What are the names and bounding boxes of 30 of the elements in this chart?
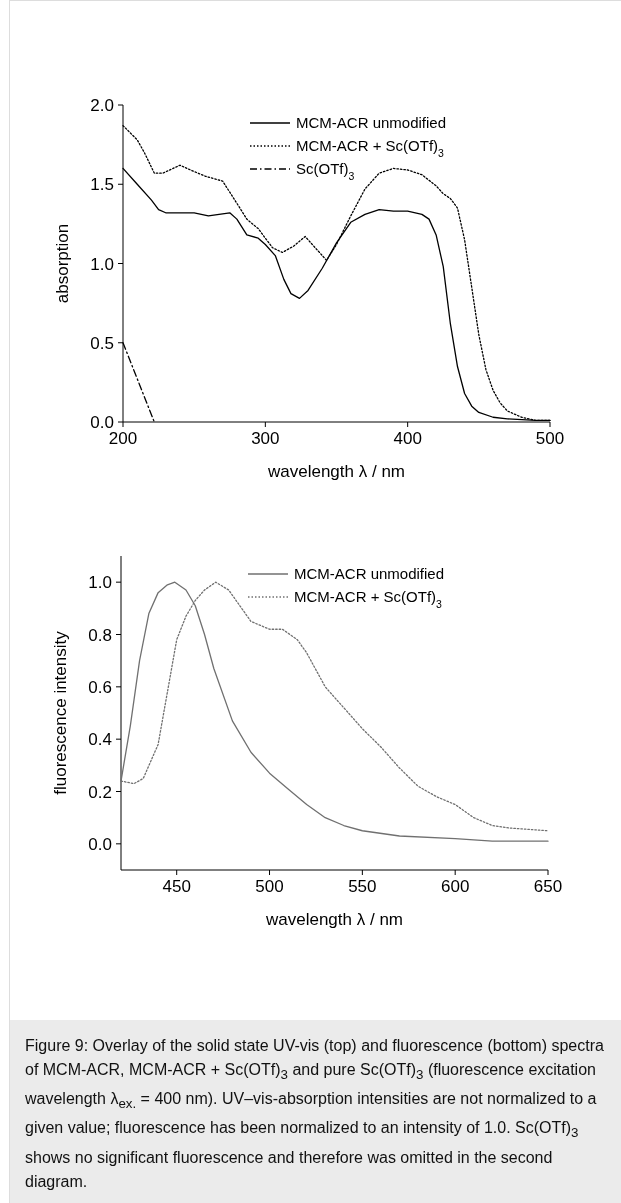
text: Figure 9: Overlay of the solid state UV-vis (top) and fluorescence (bottom) spectra of MCM-ACR, MCM-ACR + Sc(OTf)$_{3}$ and pure Sc(OTf)$_{3}$ (fluorescence excitation wavelength λ$_{ex.}$ = 400 nm). UV–vis-absorption intensities are not normalized to a given value; fluorescence has been normalized to an intensity of 1.0. Sc(OTf)$_{3}$ shows no significant fluorescence and therefore was omitted in the second diagram. [25, 1037, 604, 1190]
legend-label: MCM-ACR unmodified [296, 114, 447, 131]
y-tick-label: 0.6 [88, 677, 112, 697]
legend-label: MCM-ACR + Sc(OTf)$_{3}$ [294, 588, 443, 610]
y-tick-label: 0.2 [88, 782, 112, 802]
y-tick-label: 0.8 [88, 625, 112, 645]
y-tick-label: 1.5 [90, 175, 114, 195]
legend-label: MCM-ACR + Sc(OTf)$_{3}$ [296, 137, 445, 159]
y-tick-label: 0.4 [88, 730, 112, 750]
x-axis-title: wavelength λ / nm [264, 910, 404, 929]
y-tick-label: 0.0 [88, 834, 112, 854]
x-tick-label: 300 [251, 429, 280, 448]
y-tick-label: 1.0 [90, 254, 114, 274]
legend-label: MCM-ACR unmodified [294, 565, 445, 582]
x-tick-label: 200 [108, 429, 138, 448]
x-tick-label: 400 [393, 429, 422, 448]
x-tick-label: 500 [535, 429, 565, 448]
y-tick-label: 1.0 [88, 573, 112, 593]
y-tick-label: 2.0 [90, 96, 114, 115]
legend-label: Sc(OTf)$_{3}$ [296, 160, 355, 182]
x-tick-label: 650 [533, 877, 563, 896]
x-tick-label: 450 [162, 877, 191, 896]
x-tick-label: 550 [348, 877, 377, 896]
x-axis-title: wavelength λ / nm [266, 462, 406, 481]
y-tick-label: 0.0 [90, 413, 114, 432]
x-tick-label: 600 [440, 877, 470, 896]
y-tick-label: 0.5 [90, 333, 114, 353]
y-axis-title: absorption [53, 223, 72, 304]
y-axis-title: fluorescence intensity [51, 630, 70, 795]
x-tick-label: 500 [255, 877, 284, 896]
